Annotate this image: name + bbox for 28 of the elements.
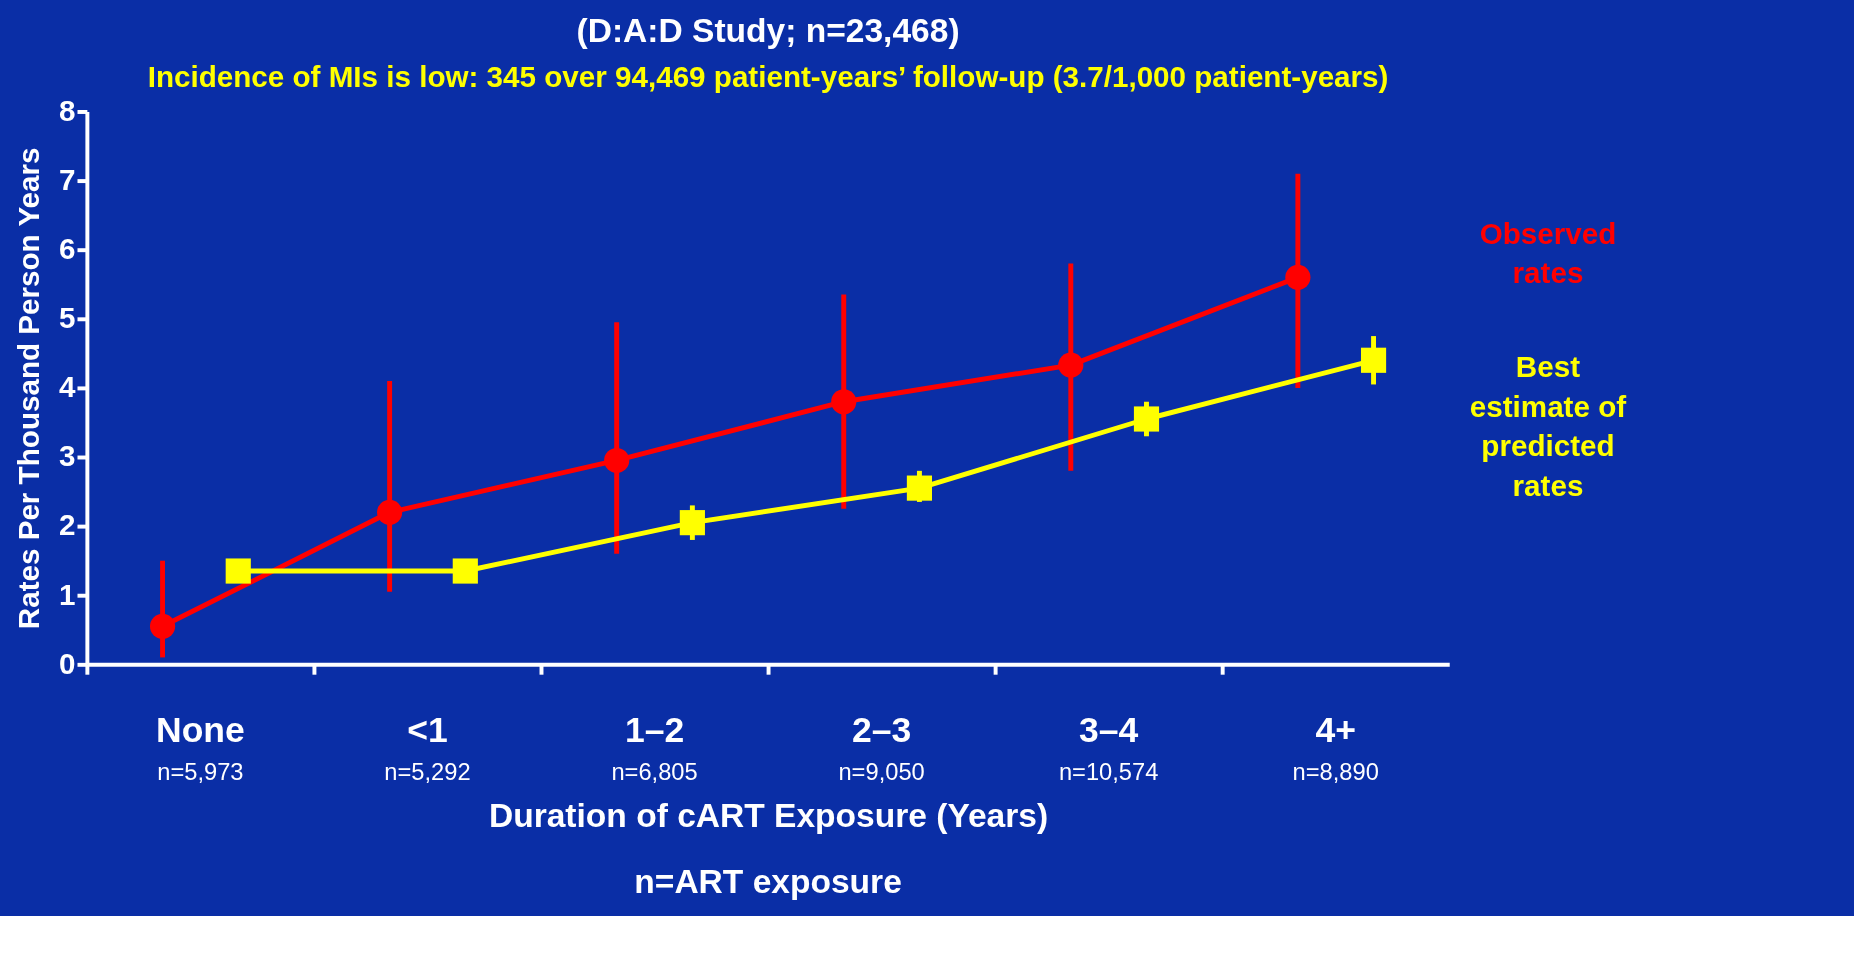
x-tick-label: <1 — [407, 709, 448, 750]
y-tick-label: 1 — [59, 577, 76, 611]
x-tick-label: 4+ — [1315, 709, 1356, 750]
text: n=9,050 — [838, 758, 925, 785]
y-axis-title: Rates Per Thousand Person Years — [12, 147, 46, 630]
text: n=6,805 — [611, 758, 698, 785]
text: Best estimate of predicted rates — [1469, 350, 1627, 502]
text: n=5,292 — [384, 758, 471, 785]
y-tick-label: 6 — [59, 232, 76, 266]
y-tick-label: 3 — [59, 439, 76, 473]
text: n=10,574 — [1058, 758, 1159, 785]
y-tick-label: 2 — [59, 508, 76, 542]
y-tick-label: 5 — [59, 301, 76, 335]
y-tick-label: 4 — [59, 370, 77, 404]
x-tick-label: None — [156, 709, 245, 750]
text: n=ART exposure — [634, 863, 902, 901]
y-tick-label: 0 — [59, 646, 76, 680]
x-tick-label: 2–3 — [851, 709, 912, 750]
text: n=5,973 — [157, 758, 244, 785]
chart-subtitle: Incidence of MIs is low: 345 over 94,469 patient-years’ follow-up (3.7/1,000 patient-years) — [147, 59, 1389, 93]
text: Observed rates — [1479, 216, 1617, 290]
y-tick-label: 8 — [59, 93, 76, 127]
x-tick-label: 3–4 — [1079, 709, 1139, 750]
x-axis-title: Duration of cART Exposure (Years) — [488, 796, 1049, 834]
chart-title: (D:A:D Study; n=23,468) — [576, 12, 960, 50]
x-tick-label: 1–2 — [624, 709, 685, 750]
y-tick-label: 7 — [59, 162, 76, 196]
text: n=8,890 — [1292, 758, 1379, 785]
